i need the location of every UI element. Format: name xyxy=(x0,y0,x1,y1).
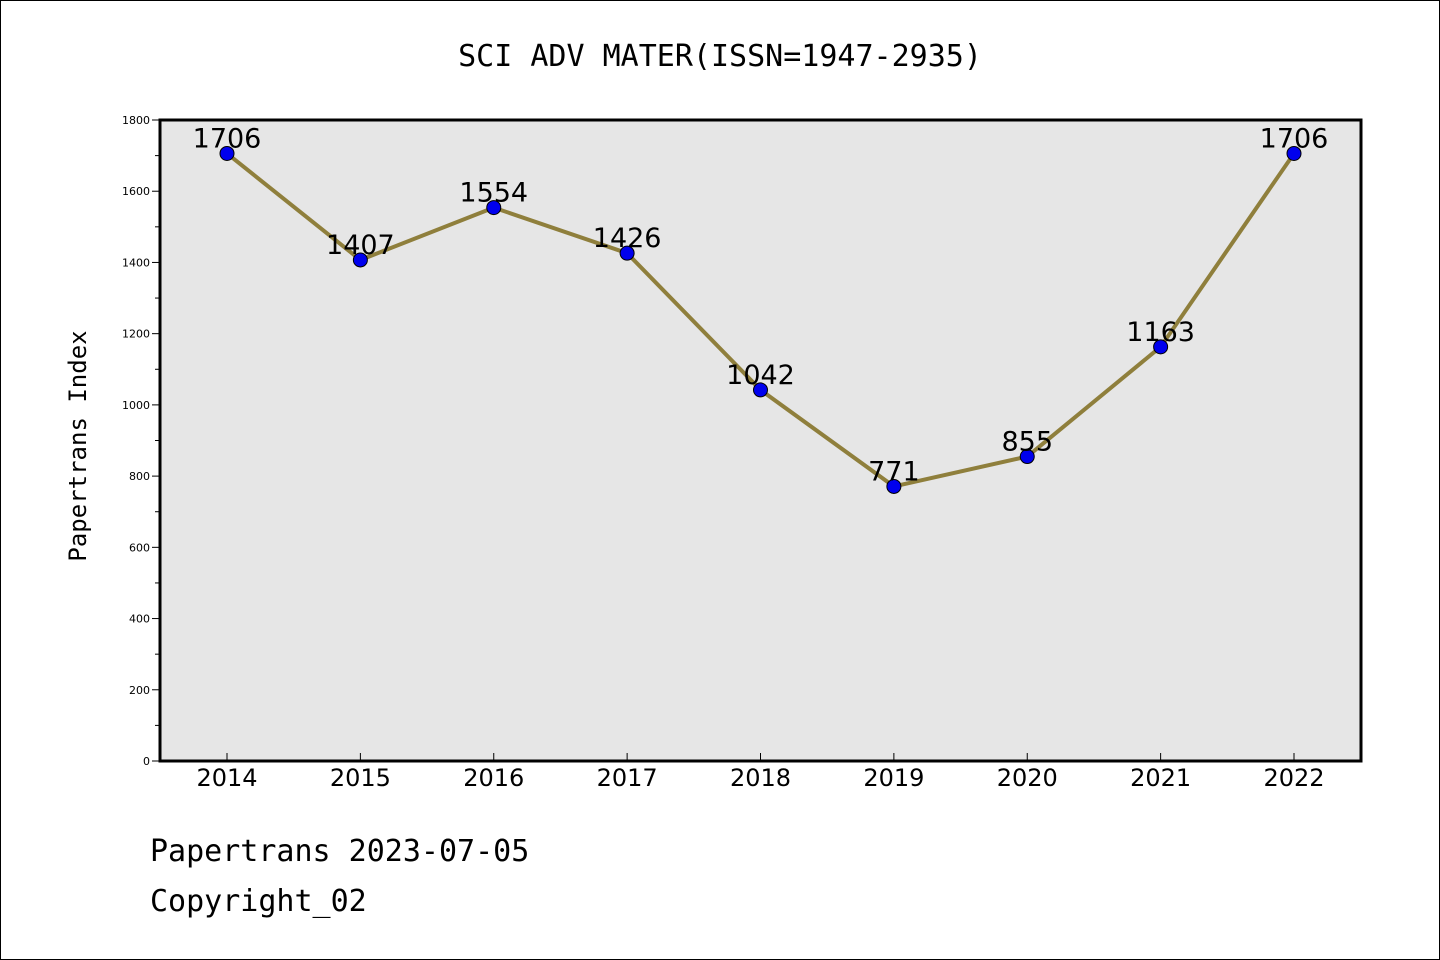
series-layer xyxy=(219,145,1302,494)
chart-title: SCI ADV MATER(ISSN=1947-2935) xyxy=(458,39,982,74)
data-point xyxy=(619,245,635,261)
data-label: 1554 xyxy=(459,178,528,209)
data-label: 1407 xyxy=(326,230,395,261)
x-axis-ticks: 2014 2015 2016 2017 2018 2019 2020 2021 2022 xyxy=(196,753,1325,792)
x-tick-label: 2015 xyxy=(330,764,391,792)
data-point xyxy=(1019,449,1035,465)
footer-date-line: Papertrans 2023-07-05 xyxy=(150,834,530,869)
y-tick-label: 1800 xyxy=(122,114,150,127)
data-point xyxy=(1286,145,1302,161)
y-tick-label: 1200 xyxy=(122,328,150,341)
y-tick-label: 0 xyxy=(143,755,150,768)
x-tick-label: 2021 xyxy=(1130,764,1191,792)
x-tick-label: 2020 xyxy=(997,764,1058,792)
x-tick-label: 2019 xyxy=(863,764,924,792)
data-point xyxy=(486,200,502,216)
footer-copyright-line: Copyright_02 xyxy=(150,884,367,919)
data-point xyxy=(753,382,768,398)
y-axis-ticks: 0 200 400 600 800 1000 1200 1400 1600 1800 xyxy=(122,114,160,768)
y-axis-label: Papertrans Index xyxy=(64,330,92,561)
y-tick-label: 600 xyxy=(129,541,150,554)
plot-area xyxy=(158,118,1363,763)
data-label: 1163 xyxy=(1126,317,1195,348)
data-labels-layer: 1706 1407 1554 1426 1042 771 855 1163 1706 xyxy=(193,123,1329,487)
y-tick-label: 1000 xyxy=(122,399,150,412)
data-label: 1706 xyxy=(1260,123,1329,154)
data-label: 1042 xyxy=(726,360,795,391)
x-tick-label: 2018 xyxy=(730,764,791,792)
x-tick-label: 2017 xyxy=(597,764,658,792)
x-tick-label: 2022 xyxy=(1263,764,1324,792)
y-tick-label: 200 xyxy=(129,684,150,697)
data-label: 1426 xyxy=(593,223,662,254)
y-tick-label: 800 xyxy=(129,470,150,483)
data-point xyxy=(1153,339,1169,355)
y-tick-label: 400 xyxy=(129,613,150,626)
y-tick-label: 1400 xyxy=(122,256,150,269)
data-point xyxy=(352,252,368,268)
data-label: 771 xyxy=(868,456,920,487)
data-label: 855 xyxy=(1001,427,1053,458)
data-point xyxy=(886,478,902,494)
x-tick-label: 2014 xyxy=(196,764,257,792)
y-tick-label: 1600 xyxy=(122,185,150,198)
data-point xyxy=(219,145,235,161)
data-label: 1706 xyxy=(193,123,262,154)
x-tick-label: 2016 xyxy=(463,764,524,792)
